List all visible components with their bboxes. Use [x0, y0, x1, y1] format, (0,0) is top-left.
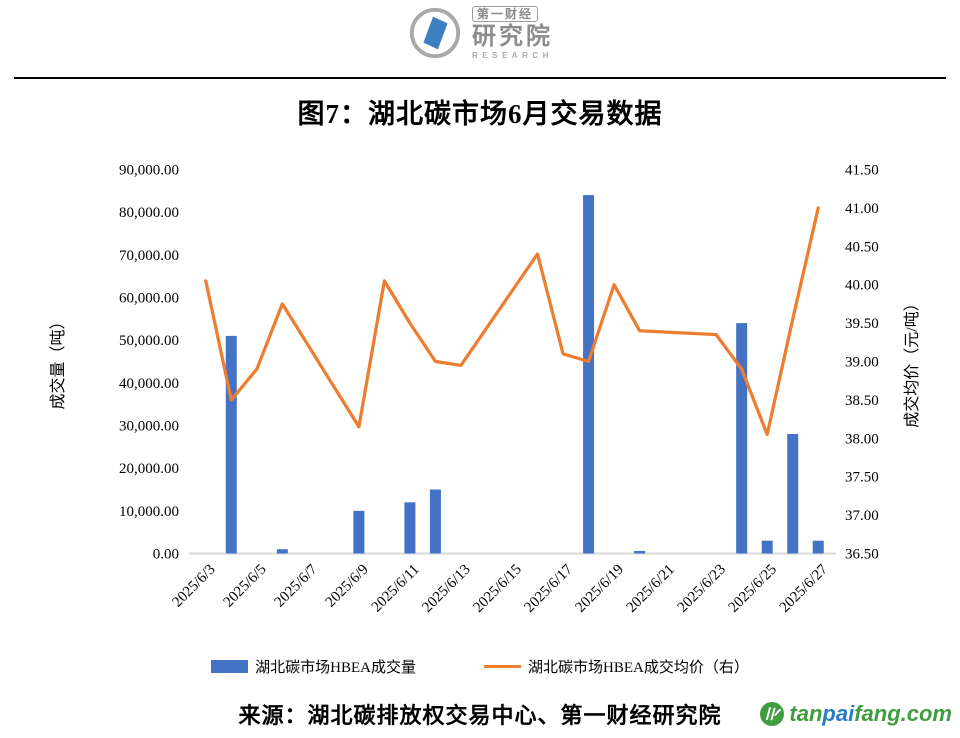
x-axis-tick-label: 2025/6/21 — [624, 562, 678, 616]
x-axis-tick-label: 2025/6/23 — [675, 562, 729, 616]
right-axis-title: 成交均价（元/吨） — [903, 295, 921, 427]
brand-sub-label: RESEARCH — [472, 51, 553, 60]
brand-text: 第一财经 研究院 RESEARCH — [472, 6, 553, 60]
right-axis-tick-label: 38.50 — [845, 393, 879, 409]
volume-bar — [353, 510, 365, 554]
left-axis-tick-label: 30,000.00 — [119, 419, 179, 435]
right-axis-tick-label: 39.50 — [845, 316, 879, 332]
volume-bar — [429, 489, 441, 554]
legend-price-label: 湖北碳市场HBEA成交均价（右） — [528, 660, 749, 676]
brand-main-label: 研究院 — [472, 24, 553, 50]
left-axis-tick-label: 60,000.00 — [119, 291, 179, 307]
left-axis-tick-label: 0.00 — [153, 547, 179, 563]
left-axis-tick-label: 10,000.00 — [119, 504, 179, 520]
left-axis-tick-label: 70,000.00 — [119, 248, 179, 264]
volume-bar — [404, 502, 416, 554]
source-text: 来源：湖北碳排放权交易中心、第一财经研究院 — [238, 703, 722, 728]
left-axis-tick-label: 40,000.00 — [119, 376, 179, 392]
right-axis-tick-label: 37.00 — [845, 508, 879, 524]
combo-chart: 90,000.00 80,000.00 70,000.00 60,000.00 50,0… — [49, 163, 921, 616]
x-axis-tick-label: 2025/6/7 — [272, 561, 321, 610]
legend-price-swatch — [484, 664, 521, 669]
header-divider — [14, 77, 946, 79]
header-logo: 第一财经 研究院 RESEARCH — [407, 5, 553, 61]
price-line — [204, 206, 820, 437]
x-axis-tick-label: 2025/6/25 — [726, 562, 780, 616]
right-axis-tick-label: 36.50 — [845, 547, 879, 563]
left-axis-tick-label: 50,000.00 — [119, 333, 179, 349]
tanpaifang-icon — [760, 702, 785, 726]
right-axis-tick-label: 39.00 — [845, 355, 879, 371]
volume-bar — [736, 323, 748, 554]
x-axis-tick-label: 2025/6/13 — [419, 562, 473, 616]
x-axis-tick-label: 2025/6/15 — [470, 562, 524, 616]
x-axis-tick-label: 2025/6/17 — [522, 561, 577, 616]
volume-bar — [812, 540, 824, 554]
legend-volume-swatch — [211, 660, 249, 673]
volume-bar — [583, 195, 595, 554]
legend-item-volume: 湖北碳市场HBEA成交量 — [211, 656, 416, 677]
site-part-pai: pai — [822, 701, 855, 726]
x-axis-tick-label: 2025/6/3 — [170, 562, 219, 611]
volume-bar — [787, 434, 799, 554]
left-axis-tick-label: 80,000.00 — [119, 205, 179, 221]
x-axis-tick-label: 2025/6/27 — [777, 561, 832, 616]
legend-volume-label: 湖北碳市场HBEA成交量 — [255, 660, 416, 676]
left-axis-title: 成交量（吨） — [49, 313, 67, 409]
volume-bar — [761, 540, 773, 554]
volume-bar — [276, 549, 288, 554]
site-part-tan: tan — [789, 701, 823, 726]
brand-top-label: 第一财经 — [472, 6, 539, 22]
footer: 来源：湖北碳排放权交易中心、第一财经研究院 tanpaifang.com — [0, 694, 960, 738]
tanpaifang-logo: tanpaifang.com — [759, 701, 952, 727]
volume-bar — [225, 335, 237, 554]
left-axis-tick-label: 90,000.00 — [119, 163, 179, 179]
right-axis-tick-label: 40.00 — [845, 278, 879, 294]
tanpaifang-text: tanpaifang.com — [789, 701, 952, 727]
x-axis-tick-label: 2025/6/19 — [573, 562, 627, 616]
x-axis-tick-label: 2025/6/11 — [369, 562, 423, 616]
left-axis-tick-label: 20,000.00 — [119, 461, 179, 477]
yicai-logo-icon — [409, 7, 461, 59]
x-axis-tick-label: 2025/6/9 — [323, 562, 372, 611]
x-axis-tick-label: 2025/6/5 — [221, 562, 270, 611]
right-axis-tick-label: 38.00 — [845, 431, 879, 447]
legend-item-price: 湖北碳市场HBEA成交均价（右） — [484, 656, 749, 677]
volume-bar — [634, 550, 646, 554]
chart-title: 图7：湖北碳市场6月交易数据 — [297, 99, 663, 129]
right-axis-tick-label: 40.50 — [845, 239, 879, 255]
site-part-fang: fang.com — [854, 701, 952, 726]
right-axis-tick-label: 37.50 — [845, 470, 879, 486]
right-axis-tick-label: 41.50 — [845, 163, 879, 179]
chart-legend: 湖北碳市场HBEA成交量 湖北碳市场HBEA成交均价（右） — [0, 656, 960, 677]
right-axis-tick-label: 41.00 — [845, 201, 879, 217]
